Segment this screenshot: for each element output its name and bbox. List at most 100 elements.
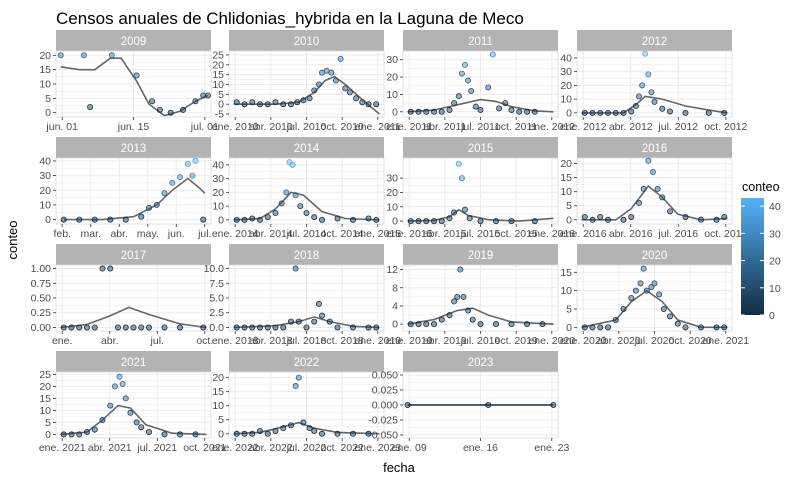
data-point — [303, 324, 310, 331]
y-tick-label: 30 — [560, 66, 572, 78]
data-point — [184, 160, 191, 167]
y-tick-label: 25 — [212, 49, 224, 61]
data-point — [605, 109, 612, 116]
facet-strip-label: 2021 — [121, 357, 147, 369]
data-point — [620, 216, 627, 223]
x-tick-label: ene. 2011 — [355, 121, 401, 133]
data-point — [628, 108, 635, 115]
data-point — [721, 109, 728, 116]
y-tick-label: 0.00 — [31, 322, 52, 334]
data-point — [328, 69, 335, 76]
legend-tick-label: 20 — [769, 256, 781, 268]
smooth-line — [581, 289, 728, 329]
x-tick-label: abr. 2021 — [88, 442, 132, 454]
data-point — [468, 87, 475, 94]
facet-strip-label: 2011 — [468, 36, 493, 48]
data-point — [289, 161, 296, 168]
facet-strip — [56, 137, 211, 158]
data-point — [68, 324, 75, 331]
data-point — [295, 318, 302, 325]
facet-strip-label: 2014 — [294, 143, 320, 155]
x-tick-label: abr. 2011 — [423, 121, 466, 133]
x-tick-label: ene. 2020 — [528, 335, 575, 347]
x-tick-label: jul. — [197, 228, 211, 240]
data-point — [161, 190, 168, 197]
y-tick-label: 0.50 — [31, 293, 52, 305]
facet-strip-label: 2017 — [121, 250, 147, 262]
data-point — [458, 175, 465, 182]
data-point — [454, 293, 461, 300]
data-point — [233, 216, 240, 223]
x-tick-label: ene. 2011 — [386, 121, 432, 133]
data-point — [306, 425, 313, 432]
data-point — [660, 305, 667, 312]
x-tick-label: may. — [137, 228, 159, 240]
data-point — [122, 395, 129, 402]
data-point — [326, 318, 333, 325]
data-point — [597, 109, 604, 116]
y-tick-label: 25 — [39, 369, 51, 381]
data-point — [264, 324, 271, 331]
y-tick-label: 5 — [45, 417, 51, 429]
x-tick-label: ene. 2019 — [386, 335, 433, 347]
data-point — [192, 431, 199, 438]
x-tick-label: ene. 2012 — [528, 121, 575, 133]
y-tick-label: 20 — [212, 372, 224, 384]
data-point — [458, 70, 465, 77]
data-point — [91, 324, 98, 331]
facet-strip — [229, 351, 384, 372]
y-tick-label: -5 — [215, 109, 224, 121]
x-tick-label: abr. — [110, 228, 128, 240]
data-point — [176, 174, 183, 181]
x-tick-label: ene. 2010 — [212, 121, 259, 133]
facet-strip — [577, 137, 732, 158]
data-point — [91, 426, 98, 433]
data-point — [346, 89, 353, 96]
y-tick-label: 10 — [39, 199, 51, 211]
data-point — [311, 214, 318, 221]
data-point — [667, 108, 674, 115]
data-point — [645, 157, 652, 164]
data-point — [531, 218, 538, 225]
x-tick-label: ene. 16 — [463, 442, 498, 454]
panel-2016: 2016 0 5 10 15 20 ene. 2016 abr. 2016 jul. 2016 o… — [560, 137, 748, 240]
y-tick-label: 0 — [45, 107, 51, 119]
data-point — [122, 216, 129, 223]
x-tick-label: feb. — [53, 228, 71, 240]
data-point — [153, 201, 160, 208]
y-tick-label: 5 — [218, 89, 224, 101]
data-point — [713, 324, 720, 331]
legend-tick-label: 0 — [769, 310, 775, 322]
x-tick-label: jul. 2020 — [634, 335, 675, 347]
data-point — [332, 77, 339, 84]
smooth-line — [233, 421, 380, 435]
data-point — [642, 50, 649, 57]
data-point — [318, 430, 325, 437]
y-tick-label: 30 — [39, 170, 51, 182]
y-tick-label: 10 — [39, 79, 51, 91]
x-tick-label: ene. 2012 — [560, 121, 607, 133]
data-point — [438, 108, 445, 115]
data-point — [192, 157, 199, 164]
data-point — [349, 430, 356, 437]
smooth-line — [233, 316, 380, 329]
x-tick-label: jun. 15 — [117, 121, 150, 133]
data-point — [315, 300, 322, 307]
data-point — [639, 82, 646, 89]
x-tick-label: abr. 2022 — [249, 442, 293, 454]
x-tick-label: jul. 2018 — [286, 335, 327, 347]
x-tick-label: oct. 2016 — [704, 228, 747, 240]
y-tick-label: 10 — [560, 186, 572, 198]
y-tick-label: 0 — [218, 428, 224, 440]
y-tick-label: 20 — [560, 80, 572, 92]
data-point — [628, 294, 635, 301]
x-tick-label: abr. 2020 — [597, 335, 641, 347]
x-tick-label: oct. 2012 — [704, 121, 747, 133]
data-point — [365, 324, 372, 331]
y-tick-label: 1.00 — [31, 263, 52, 275]
data-point — [489, 51, 496, 58]
x-tick-label: jun. — [167, 228, 185, 240]
data-point — [415, 218, 422, 225]
data-point — [111, 383, 118, 390]
